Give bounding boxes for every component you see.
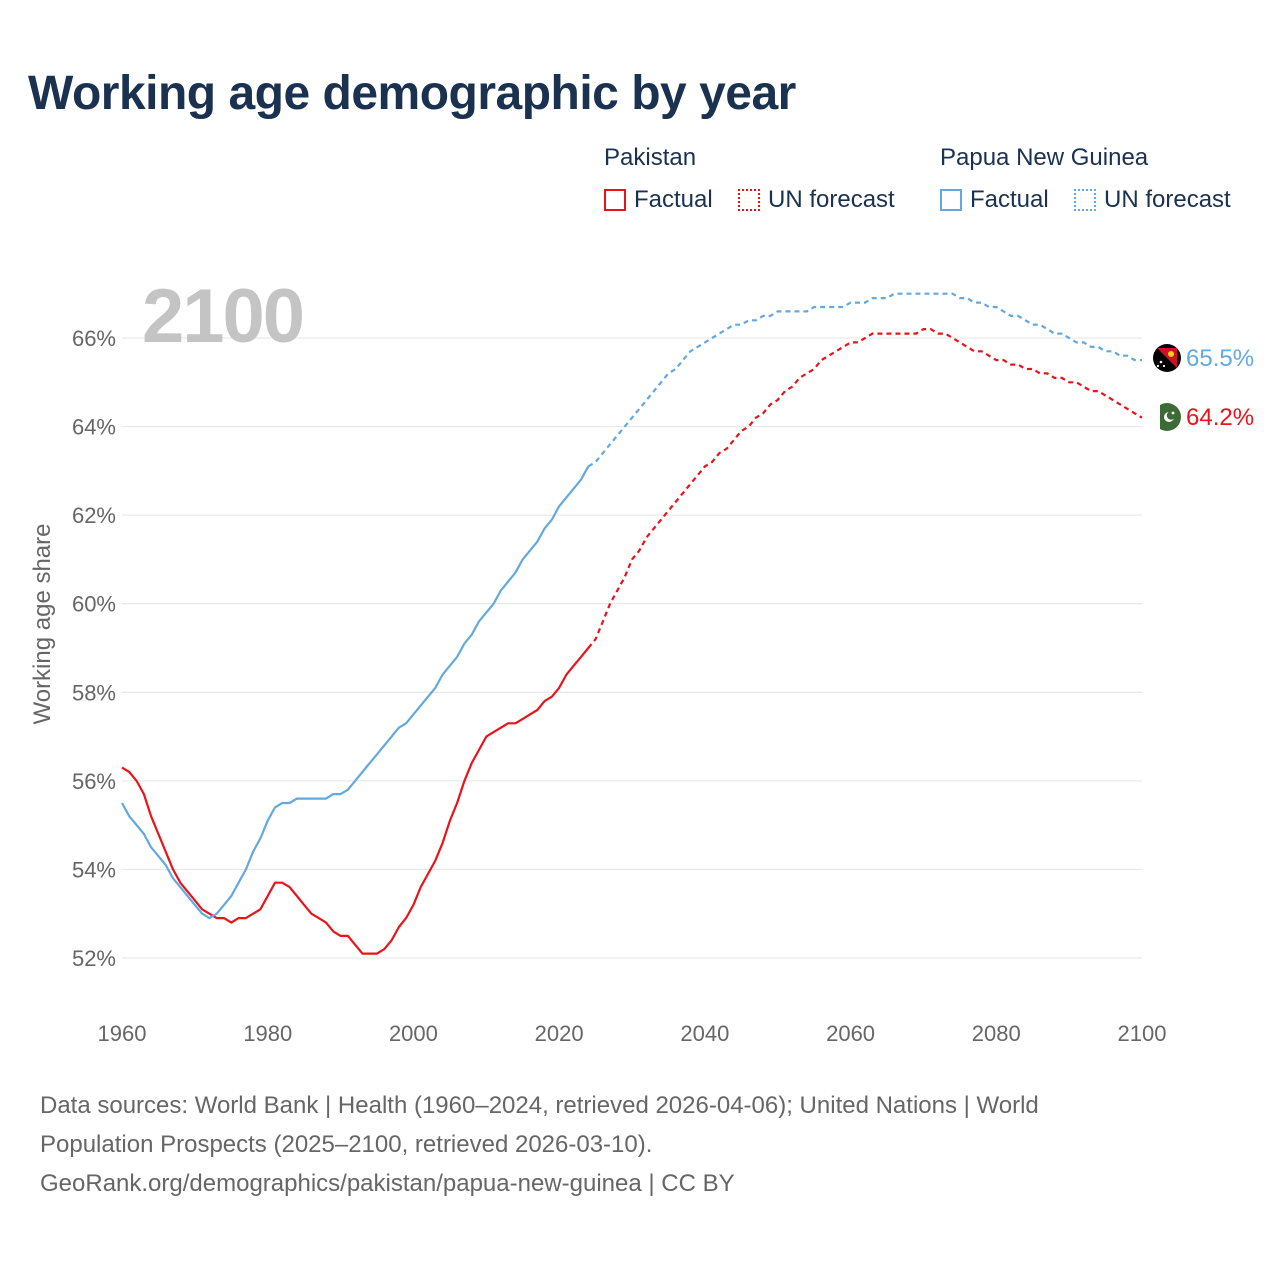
legend-label: UN forecast (1104, 186, 1231, 213)
png-end-marker (1153, 344, 1181, 372)
x-tick-label: 1980 (243, 1021, 292, 1046)
y-tick-label: 66% (72, 326, 116, 351)
pakistan-forecast-line (587, 328, 1143, 649)
grid-lines (122, 337, 1142, 959)
x-tick-label: 2020 (535, 1021, 584, 1046)
png-flag-star (1162, 364, 1166, 368)
legend-label: Factual (970, 186, 1049, 213)
axes: 52% 54% 56% 58% 60% 62% 64% 66% 1960 1980 2000 2020… (72, 326, 1167, 1046)
chart-title: Working age demographic by year (28, 67, 796, 120)
legend-png-factual[interactable]: Factual (940, 186, 1049, 214)
y-tick-label: 56% (72, 769, 116, 794)
year-watermark: 2100 (142, 274, 303, 359)
y-tick-label: 54% (72, 857, 116, 882)
png-flag-bird (1168, 351, 1174, 357)
png-flag-star (1156, 364, 1160, 368)
y-tick-label: 52% (72, 946, 116, 971)
footer-line: Data sources: World Bank | Health (1960–… (40, 1092, 1039, 1119)
x-tick-label: 1960 (98, 1021, 147, 1046)
pakistan-factual-line (121, 647, 590, 955)
series-lines (121, 292, 1143, 955)
x-tick-label: 2100 (1118, 1021, 1167, 1046)
pakistan-end-label: 64.2% (1186, 404, 1254, 431)
x-tick-label: 2000 (389, 1021, 438, 1046)
legend-swatch-dotted (1074, 189, 1096, 211)
pakistan-flag-white-band (1153, 403, 1160, 431)
legend-group-name: Pakistan (604, 144, 697, 171)
legend-png-forecast[interactable]: UN forecast (1074, 186, 1231, 214)
papua-new-guinea-factual-line (121, 465, 590, 920)
y-axis-label: Working age share (29, 524, 56, 725)
legend-swatch-solid (940, 189, 962, 211)
legend-label: Factual (634, 186, 713, 213)
x-tick-label: 2060 (826, 1021, 875, 1046)
x-tick-label: 2080 (972, 1021, 1021, 1046)
footer-sources: Data sources: World Bank | Health (1960–… (40, 1086, 1240, 1203)
y-tick-label: 58% (72, 680, 116, 705)
legend-pakistan-forecast[interactable]: UN forecast (738, 186, 895, 214)
legend-swatch-solid (604, 189, 626, 211)
legend-pakistan-factual[interactable]: Factual (604, 186, 713, 214)
y-tick-label: 64% (72, 415, 116, 440)
y-tick-label: 62% (72, 503, 116, 528)
y-tick-label: 60% (72, 592, 116, 617)
png-end-label: 65.5% (1186, 345, 1254, 372)
pakistan-end-marker (1153, 403, 1181, 431)
footer-line: GeoRank.org/demographics/pakistan/papua-… (40, 1170, 735, 1197)
x-tick-label: 2040 (680, 1021, 729, 1046)
png-flag-star (1159, 360, 1163, 364)
pakistan-flag-star (1171, 411, 1175, 415)
legend-group-name: Papua New Guinea (940, 144, 1149, 171)
legend-label: UN forecast (768, 186, 895, 213)
papua-new-guinea-forecast-line (587, 292, 1142, 468)
legend-swatch-dotted (738, 189, 760, 211)
footer-line: Population Prospects (2025–2100, retriev… (40, 1131, 653, 1158)
